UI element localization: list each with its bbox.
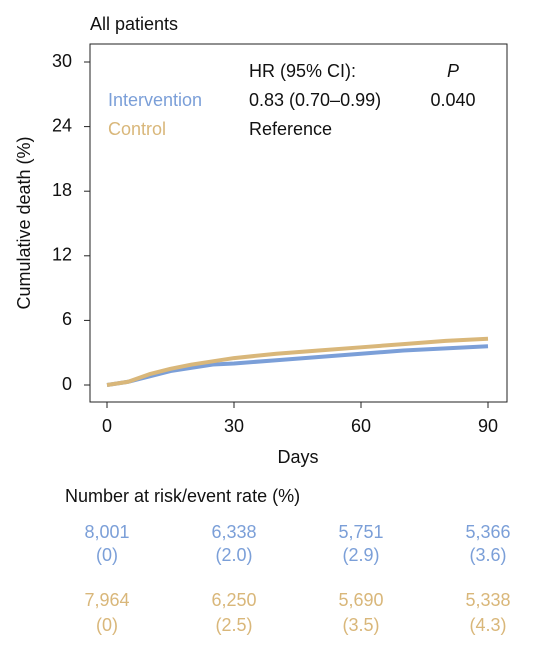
p-value: 0.040 [430, 90, 475, 110]
risk-count: 5,366 [465, 522, 510, 542]
risk-rate: (3.5) [342, 615, 379, 635]
y-tick-label: 0 [62, 374, 72, 394]
risk-rate: (0) [96, 545, 118, 565]
risk-count: 5,338 [465, 590, 510, 610]
x-tick-label: 90 [478, 416, 498, 436]
p-header: P [447, 61, 459, 81]
series-line [106, 344, 489, 387]
y-tick-label: 6 [62, 309, 72, 329]
risk-rate: (3.6) [469, 545, 506, 565]
y-tick-label: 12 [52, 245, 72, 265]
x-tick-label: 0 [102, 416, 112, 436]
y-tick-label: 24 [52, 115, 72, 135]
x-tick-label: 30 [224, 416, 244, 436]
risk-count: 7,964 [84, 590, 129, 610]
risk-rate: (2.0) [215, 545, 252, 565]
x-axis-label: Days [277, 447, 318, 467]
risk-count: 5,690 [338, 590, 383, 610]
risk-count: 6,250 [211, 590, 256, 610]
hr-value: Reference [249, 119, 332, 139]
x-tick-label: 60 [351, 416, 371, 436]
legend-label: Intervention [108, 90, 202, 110]
chart-title: All patients [90, 14, 178, 34]
risk-table-title: Number at risk/event rate (%) [65, 486, 300, 506]
y-axis-label: Cumulative death (%) [14, 136, 34, 309]
risk-count: 5,751 [338, 522, 383, 542]
risk-rate: (0) [96, 615, 118, 635]
y-tick-label: 30 [52, 51, 72, 71]
series-line [106, 336, 489, 387]
risk-count: 6,338 [211, 522, 256, 542]
hr-header: HR (95% CI): [249, 61, 356, 81]
risk-rate: (4.3) [469, 615, 506, 635]
y-tick-label: 18 [52, 180, 72, 200]
hr-value: 0.83 (0.70–0.99) [249, 90, 381, 110]
legend-label: Control [108, 119, 166, 139]
risk-rate: (2.5) [215, 615, 252, 635]
risk-rate: (2.9) [342, 545, 379, 565]
risk-count: 8,001 [84, 522, 129, 542]
plot-frame [89, 43, 508, 403]
